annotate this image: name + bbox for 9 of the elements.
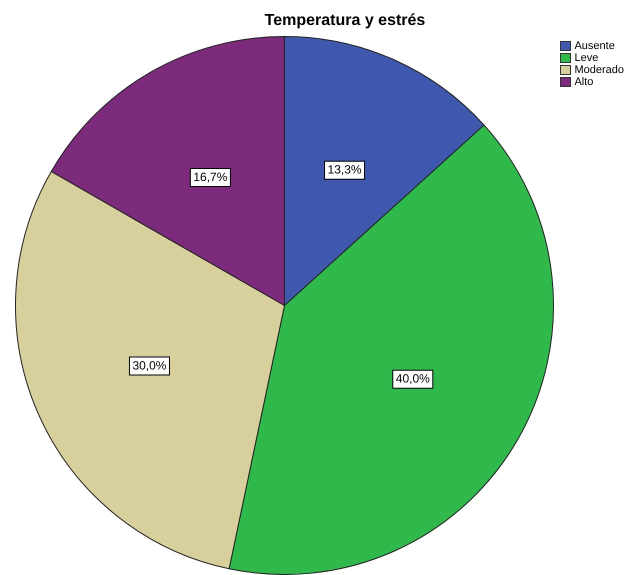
data-label: 16,7% [193,170,228,184]
legend-label: Moderado [574,64,624,76]
legend-label: Alto [574,76,594,88]
data-label: 13,3% [328,162,362,177]
chart-title: Temperatura y estrés [264,12,426,30]
legend-label: Ausente [574,40,615,52]
legend-label: Leve [574,52,598,64]
data-label: 40,0% [396,372,430,386]
data-label: 30,0% [132,358,167,372]
